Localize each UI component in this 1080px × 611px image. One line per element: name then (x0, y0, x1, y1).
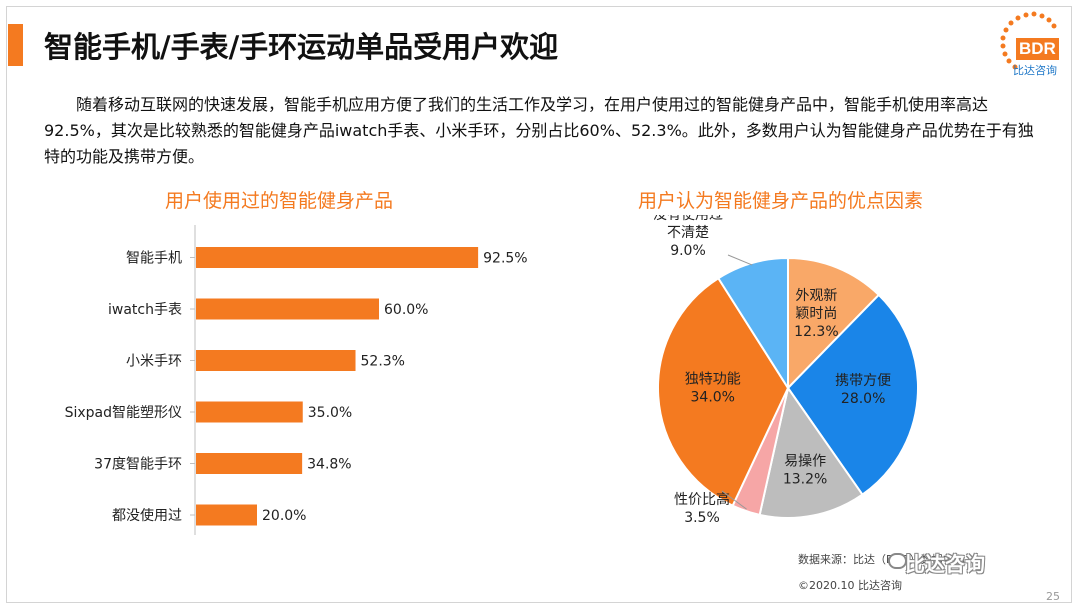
pie-category-label: 独特功能 (685, 372, 741, 388)
bar-chart-title: 用户使用过的智能健身产品 (165, 190, 394, 212)
pie-value-label: 9.0% (670, 243, 706, 259)
pie-label-group: 性价比高 3.5% (674, 491, 730, 526)
pie-value-label: 34.0% (691, 390, 735, 406)
bar-chart: 智能手机 92.5% iwatch手表 60.0% 小米手环 52.3% Sixpad智能塑… (65, 225, 528, 535)
pie-slice-0 (787, 256, 881, 391)
pie-value-label: 28.0% (841, 391, 885, 407)
pie-slice-1 (786, 293, 919, 496)
pie-label-group: 独特功能 34.0% (685, 372, 741, 406)
bar-5 (196, 504, 257, 526)
pie-leader-line (721, 490, 747, 510)
copyright: ©2020.10 比达咨询 (798, 579, 902, 592)
data-source: 数据来源：比达（BDR）数据中心 (798, 553, 965, 566)
pie-slice-5 (716, 256, 789, 392)
page-number: 25 (1046, 590, 1060, 603)
watermark: 比达咨询 (905, 552, 985, 576)
bar-value-label: 20.0% (262, 508, 306, 524)
bar-category-label: 37度智能手环 (94, 457, 182, 473)
slide-frame (6, 6, 1072, 603)
bar-value-label: 34.8% (307, 457, 351, 473)
title-accent-bar (8, 24, 23, 66)
page-title: 智能手机/手表/手环运动单品受用户欢迎 (44, 30, 559, 64)
pie-slice-4 (657, 276, 790, 507)
pie-chart-title: 用户认为智能健身产品的优点因素 (638, 190, 924, 212)
bar-value-label: 52.3% (361, 354, 405, 370)
pie-category-label: 性价比高 (674, 491, 730, 508)
bar-2 (196, 350, 356, 371)
pie-label-group: 携带方便 28.0% (835, 373, 891, 407)
pie-value-label: 13.2% (783, 472, 827, 488)
bar-4 (196, 453, 303, 474)
pie-value-label: 12.3% (794, 324, 838, 340)
bar-category-label: Sixpad智能塑形仪 (65, 405, 182, 421)
wechat-icon (888, 553, 907, 569)
bar-category-label: 都没使用过 (112, 507, 182, 524)
bar-3 (196, 401, 303, 423)
logo-text: BDR (1016, 38, 1059, 60)
pie-category-label: 不清楚 (667, 225, 709, 241)
pie-category-label: 颖时尚 (795, 306, 837, 322)
bar-1 (196, 298, 379, 320)
bar-category-label: 智能手机 (126, 251, 182, 267)
pie-category-label: 没有使用过 (653, 215, 723, 223)
pie-slice-2 (758, 385, 864, 519)
pie-category-label: 易操作 (784, 454, 826, 470)
pie-value-label: 3.5% (684, 510, 720, 526)
bar-value-label: 60.0% (384, 302, 428, 318)
pie-label-group: 易操作 13.2% (783, 454, 827, 488)
bar-value-label: 35.0% (308, 405, 352, 421)
bdr-logo-icon (1000, 11, 1057, 70)
pie-category-label: 携带方便 (835, 373, 891, 389)
bar-category-label: 小米手环 (126, 354, 182, 370)
logo-subtitle: 比达咨询 (1013, 64, 1057, 77)
pie-category-label: 外观新 (795, 288, 837, 304)
intro-paragraph: 随着移动互联网的快速发展，智能手机应用方便了我们的生活工作及学习，在用户使用过的… (44, 95, 1034, 166)
pie-leader-line (727, 254, 753, 266)
bar-category-label: iwatch手表 (108, 302, 182, 318)
bar-0 (196, 247, 479, 268)
bar-value-label: 92.5% (483, 251, 527, 267)
